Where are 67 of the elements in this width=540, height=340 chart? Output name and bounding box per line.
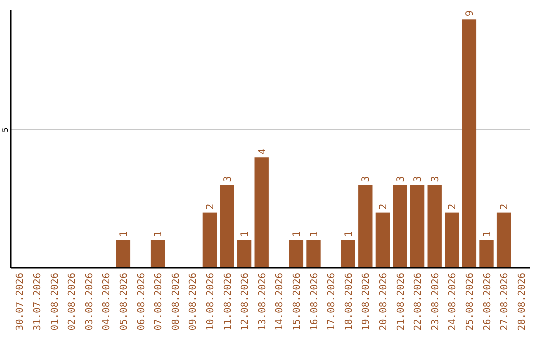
data-label: 1: [344, 231, 355, 238]
bar: [462, 20, 477, 268]
x-tick-label: 15.08.2026: [292, 272, 303, 331]
x-tick-label: 20.08.2026: [378, 272, 390, 331]
x-tick-label: 27.08.2026: [500, 272, 511, 331]
x-tick-label: 22.08.2026: [413, 272, 424, 331]
bar: [376, 212, 390, 268]
data-label: 1: [292, 231, 303, 238]
data-label: 3: [396, 176, 407, 182]
x-tick-label: 12.08.2026: [240, 272, 252, 331]
x-tick-label: 14.08.2026: [274, 272, 286, 331]
bar: [393, 185, 408, 268]
x-tick-label: 09.08.2026: [188, 272, 200, 331]
x-tick-label: 28.08.2026: [516, 272, 528, 331]
x-tick-label: 05.08.2026: [118, 272, 130, 331]
bar: [289, 240, 304, 268]
bar: [116, 240, 131, 268]
x-tick-label: 10.08.2026: [205, 272, 216, 331]
bar: [341, 240, 356, 268]
x-tick-label: 21.08.2026: [396, 272, 407, 331]
bar: [202, 212, 218, 268]
x-tick-label: 24.08.2026: [448, 272, 459, 331]
x-tick-label: 07.08.2026: [154, 272, 165, 331]
bar: [358, 185, 373, 268]
bar: [306, 240, 321, 268]
data-label: 1: [118, 231, 130, 238]
x-tick-label: 26.08.2026: [482, 272, 494, 331]
bar: [445, 212, 460, 268]
x-tick-label: 06.08.2026: [136, 272, 148, 331]
bar: [237, 240, 252, 268]
bar: [410, 185, 425, 268]
data-label: 2: [448, 204, 459, 210]
x-tick-label: 23.08.2026: [430, 272, 442, 331]
y-tick-label: 5: [1, 127, 10, 132]
data-label: 9: [464, 10, 476, 17]
x-tick-label: 18.08.2026: [344, 272, 355, 331]
bar: [220, 185, 234, 268]
x-tick-label: 13.08.2026: [257, 272, 268, 331]
x-tick-label: 17.08.2026: [326, 272, 338, 331]
data-label: 1: [240, 231, 252, 238]
data-label: 4: [257, 148, 268, 155]
data-label: 3: [413, 176, 424, 182]
data-label: 1: [482, 231, 494, 238]
data-label: 2: [378, 204, 390, 210]
x-tick-label: 04.08.2026: [102, 272, 113, 331]
data-label: 1: [309, 231, 320, 238]
x-tick-label: 31.07.2026: [32, 272, 44, 331]
x-tick-label: 25.08.2026: [464, 272, 476, 331]
data-label: 3: [361, 176, 372, 182]
data-label: 3: [430, 176, 442, 182]
data-label: 3: [222, 176, 234, 182]
x-tick-label: 08.08.2026: [170, 272, 182, 331]
x-tick-label: 30.07.2026: [15, 272, 26, 331]
x-tick-label: 19.08.2026: [361, 272, 372, 331]
data-label: 1: [154, 231, 165, 238]
bar: [480, 240, 494, 268]
x-tick-label: 03.08.2026: [84, 272, 96, 331]
bar: [496, 212, 512, 268]
x-tick-label: 16.08.2026: [309, 272, 320, 331]
data-label: 2: [205, 204, 216, 210]
bar: [150, 240, 166, 268]
data-label: 2: [500, 204, 511, 210]
bar: [428, 185, 442, 268]
x-tick-label: 01.08.2026: [50, 272, 61, 331]
x-tick-label: 02.08.2026: [67, 272, 78, 331]
x-tick-label: 11.08.2026: [222, 272, 234, 331]
bar: [254, 158, 269, 268]
